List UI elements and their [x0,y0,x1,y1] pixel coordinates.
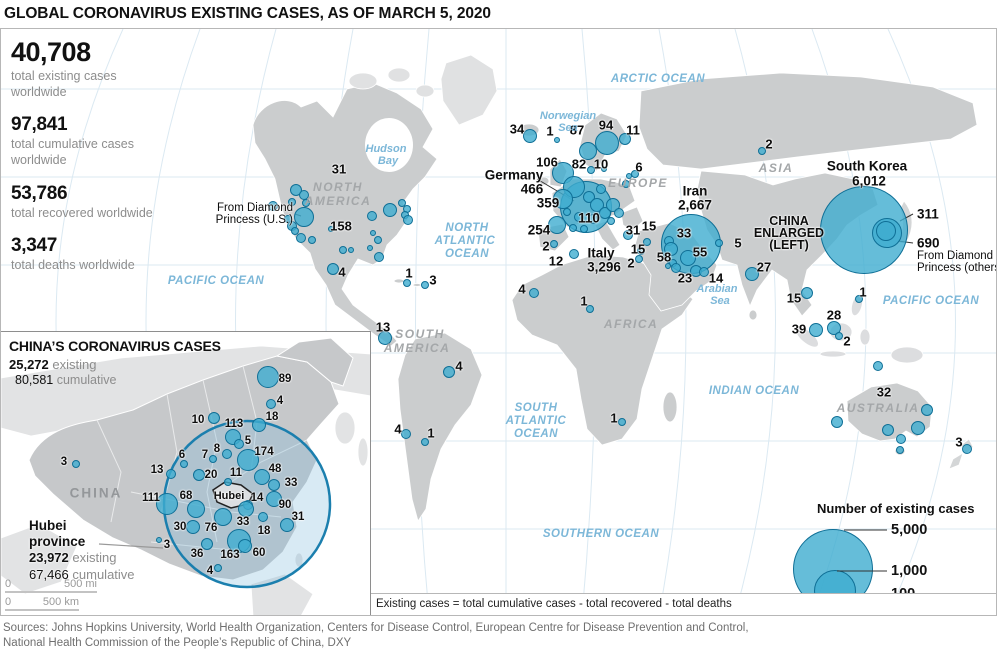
deaths-label: total deaths worldwide [11,258,135,273]
page-title: GLOBAL CORONAVIRUS EXISTING CASES, AS OF… [4,5,491,22]
cumulative-label-2: worldwide [11,152,67,167]
scale-bar-km: 0 500 km [5,596,79,611]
legend-label-5000: 5,000 [891,522,928,538]
uk-shape [549,158,568,188]
global-stats-panel: 40,708 total existing cases worldwide 97… [11,37,226,274]
asia-shape [696,170,879,317]
china-map-graphic [1,337,370,615]
legend-label-1000: 1,000 [891,563,928,579]
existing-label-1: total existing cases [11,69,117,83]
hubei-existing-label: existing [72,550,117,566]
scale-mi-start: 0 [5,578,12,590]
australia-shape [846,382,933,442]
existing-total: 40,708 [11,37,91,67]
sources-line-2: National Health Commission of the People… [3,637,352,650]
inset-cumulative-label: cumulative [56,373,117,387]
cumulative-total: 97,841 [11,114,68,136]
definition-note: Existing cases = total cumulative cases … [371,593,996,615]
south-america-shape [397,332,483,522]
russia-shape [638,72,978,170]
greenland-shape [440,54,498,126]
legend-title: Number of existing cases [817,501,975,516]
new-zealand-shape [948,438,974,470]
sources-line-1: Sources: Johns Hopkins University, World… [3,622,749,634]
recovered-label: total recovered worldwide [11,205,153,220]
china-inset-panel: 3 89 4 18 10 113 5 8 7 174 6 13 20 11 48 33 111 68 14 90 31 3… [1,331,371,615]
iceland-shape [518,123,540,137]
hubei-name-line2: province [29,533,86,549]
deaths-total: 3,347 [11,235,58,257]
hubei-cumulative-label: cumulative [72,566,135,582]
scandinavia-shape [579,112,628,172]
inset-existing-label: existing [52,357,97,372]
hubei-annotation: Hubei province 23,972 existing 67,466 cu… [29,518,135,583]
scale-mi-end: 500 mi [63,578,97,590]
inset-cumulative-value: 80,581 [15,373,54,387]
hubei-leader-line [98,543,164,549]
inset-existing-value: 25,272 [9,357,49,372]
scale-km-start: 0 [5,596,12,608]
north-america-shape [252,82,438,347]
recovered-total: 53,786 [11,182,68,204]
hubei-cumulative-value: 67,466 [29,566,69,582]
scale-km-end: 500 km [42,596,79,608]
inset-header: CHINA’S CORONAVIRUS CASES 25,272 existin… [9,338,221,387]
world-map-panel: 31 158 4 1 3 13 4 4 1 34 1 87 94 11 106 82 10 6 Germany 466… [0,28,997,616]
existing-label-2: worldwide [11,84,67,99]
sources-text: Sources: Johns Hopkins University, World… [3,621,749,651]
hudson-bay-water [365,118,413,172]
cumulative-label-1: total cumulative cases [11,137,134,152]
hubei-name-line1: Hubei [29,518,67,533]
scale-bar-miles: 0 500 mi [5,578,97,593]
hubei-existing-value: 23,972 [29,550,69,566]
inset-title: CHINA’S CORONAVIRUS CASES [9,338,221,354]
japan-shape [898,200,913,245]
